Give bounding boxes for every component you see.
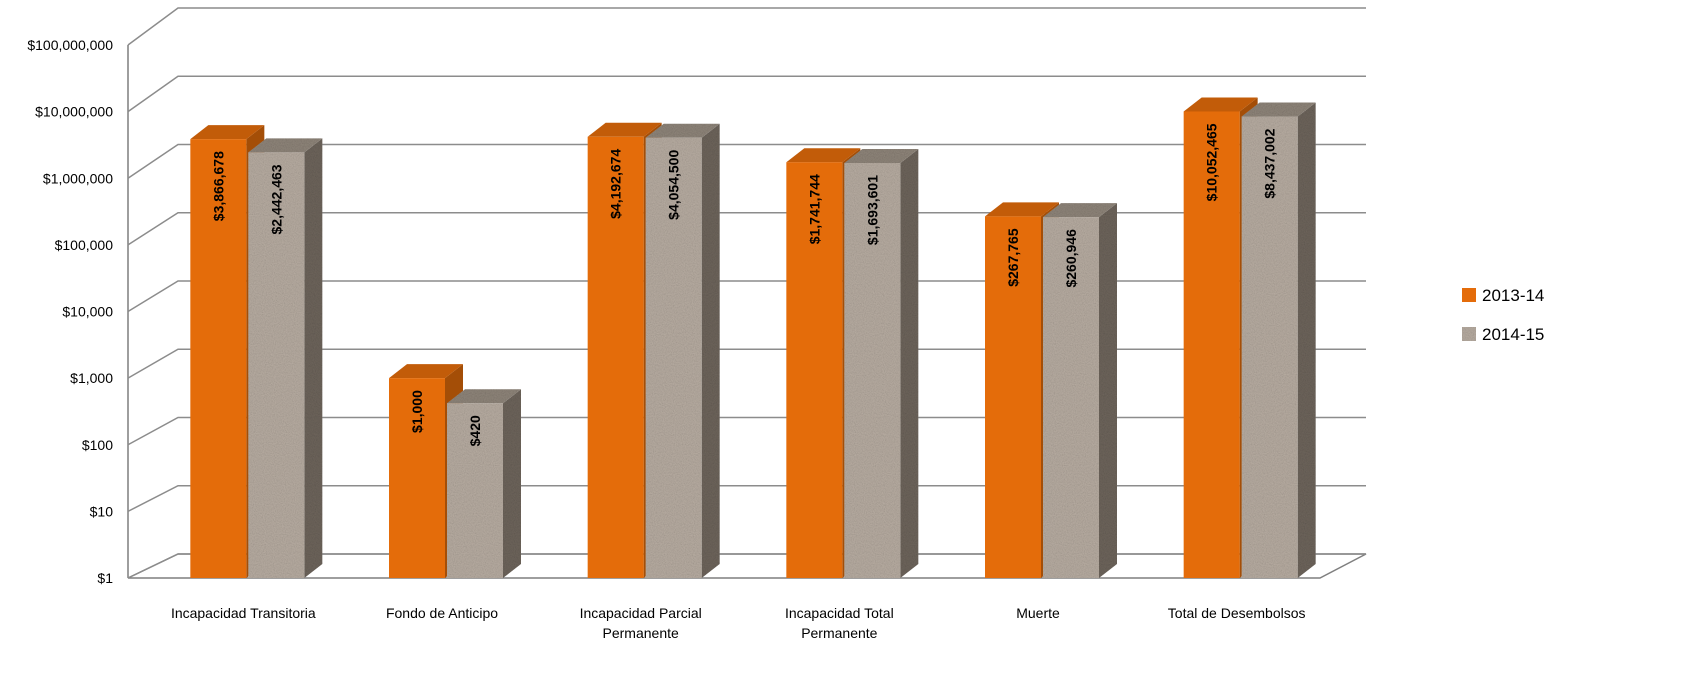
bar-2014-15-4: $260,946	[1043, 203, 1117, 578]
y-tick-label: $10,000	[62, 304, 113, 320]
data-label: $420	[467, 415, 483, 446]
legend-swatch	[1462, 327, 1476, 341]
category-label: Fondo de Anticipo	[386, 605, 498, 621]
bar-top	[1183, 97, 1258, 112]
bar-front	[1183, 111, 1240, 579]
bar-top	[389, 364, 463, 379]
bar-side	[1099, 203, 1117, 578]
bar-2014-15-0: $2,442,463	[248, 138, 323, 579]
bar-front	[1043, 217, 1099, 578]
category-label: Permanente	[801, 625, 877, 641]
data-label: $10,052,465	[1204, 123, 1220, 201]
data-label: $1,693,601	[864, 175, 880, 245]
gridline	[127, 553, 1366, 579]
gridline	[127, 485, 1366, 513]
bar-front	[645, 137, 702, 579]
x-axis-categories: Incapacidad Transitoria Fondo de Anticipo…	[171, 605, 1306, 641]
data-label: $267,765	[1005, 228, 1021, 287]
y-tick-label: $100	[82, 437, 113, 453]
data-label: $1,741,744	[806, 174, 822, 244]
y-tick-label: $10,000,000	[35, 104, 113, 120]
data-label: $1,000	[409, 390, 425, 433]
bar-front	[389, 378, 445, 578]
bar-front	[447, 403, 503, 578]
bar-top	[844, 149, 919, 164]
gridline	[127, 348, 1366, 379]
bar-2014-15-1: $420	[447, 389, 521, 578]
y-tick-label: $1,000,000	[43, 170, 113, 186]
y-tick-label: $1	[97, 570, 113, 586]
gridline	[127, 143, 1366, 179]
bar-2014-15-3: $1,693,601	[844, 149, 919, 578]
gridline	[127, 212, 1366, 246]
bar-front	[587, 136, 644, 578]
gridlines	[127, 7, 1366, 579]
bar-top	[447, 389, 521, 404]
bar-side	[1297, 102, 1316, 578]
y-tick-label: $10	[90, 503, 114, 519]
bar-top	[190, 125, 265, 140]
bar-top	[1241, 102, 1316, 117]
bar-top	[645, 123, 720, 138]
category-label: Muerte	[1016, 605, 1060, 621]
bar-2014-15-5: $8,437,002	[1241, 102, 1316, 578]
bar-front	[190, 139, 247, 579]
bar-front	[844, 163, 901, 578]
legend-label: 2014-15	[1482, 325, 1544, 344]
bar-side	[701, 123, 720, 578]
legend: 2013-14 2014-15	[1462, 286, 1544, 344]
category-label: Permanente	[603, 625, 679, 641]
bar-2014-15-2: $4,054,500	[645, 123, 720, 579]
data-label: $260,946	[1063, 229, 1079, 288]
bar-side	[900, 149, 919, 578]
bar-front	[1241, 116, 1298, 578]
bar-front	[786, 162, 843, 579]
data-label: $8,437,002	[1262, 128, 1278, 198]
bar-side	[304, 138, 323, 579]
legend-swatch	[1462, 288, 1476, 302]
data-label: $3,866,678	[210, 151, 226, 221]
y-tick-label: $100,000,000	[27, 37, 113, 53]
y-tick-label: $1,000	[70, 370, 113, 386]
bar-top	[786, 148, 861, 163]
y-tick-label: $100,000	[55, 237, 114, 253]
bar-top	[1043, 203, 1117, 218]
gridline	[127, 280, 1366, 313]
gridline	[127, 75, 1366, 113]
bar-top	[587, 122, 662, 137]
y-axis-ticks: $1 $10 $100 $1,000 $10,000 $100,000 $1,000,000…	[27, 37, 113, 586]
category-label: Total de Desembolsos	[1168, 605, 1306, 621]
bars: $3,866,678 $2,442,463 $1,000 $420 $4,192,674…	[190, 97, 1316, 579]
category-label: Incapacidad Total	[785, 605, 894, 621]
bar-front	[248, 152, 305, 579]
legend-label: 2013-14	[1482, 286, 1544, 305]
category-label: Incapacidad Transitoria	[171, 605, 316, 621]
data-label: $2,442,463	[268, 164, 284, 234]
gridline	[127, 416, 1366, 446]
bar-top	[248, 138, 323, 153]
bar-top	[985, 202, 1059, 217]
bar-front	[985, 216, 1041, 578]
category-label: Incapacidad Parcial	[580, 605, 702, 621]
data-label: $4,192,674	[608, 149, 624, 219]
bar-side	[503, 389, 521, 578]
data-label: $4,054,500	[666, 150, 682, 220]
gridline	[127, 7, 1366, 46]
